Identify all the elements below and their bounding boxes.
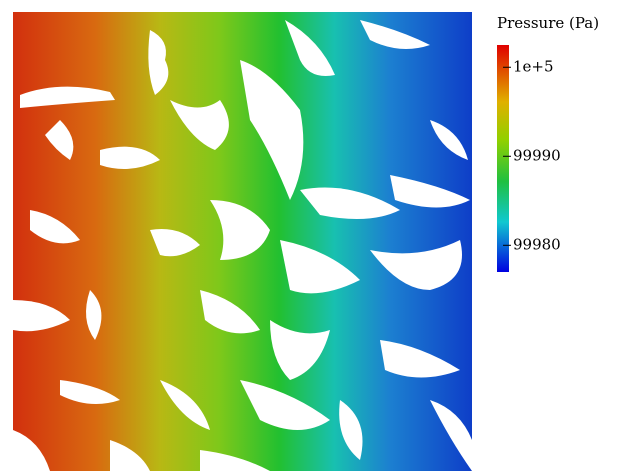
- tick-label: 1e+5: [513, 57, 554, 75]
- tick-label: 99980: [513, 235, 561, 253]
- colorbar-title: Pressure (Pa): [497, 14, 599, 32]
- pressure-field: [13, 12, 472, 471]
- tick-label: 99990: [513, 146, 561, 164]
- colorbar: [497, 45, 509, 272]
